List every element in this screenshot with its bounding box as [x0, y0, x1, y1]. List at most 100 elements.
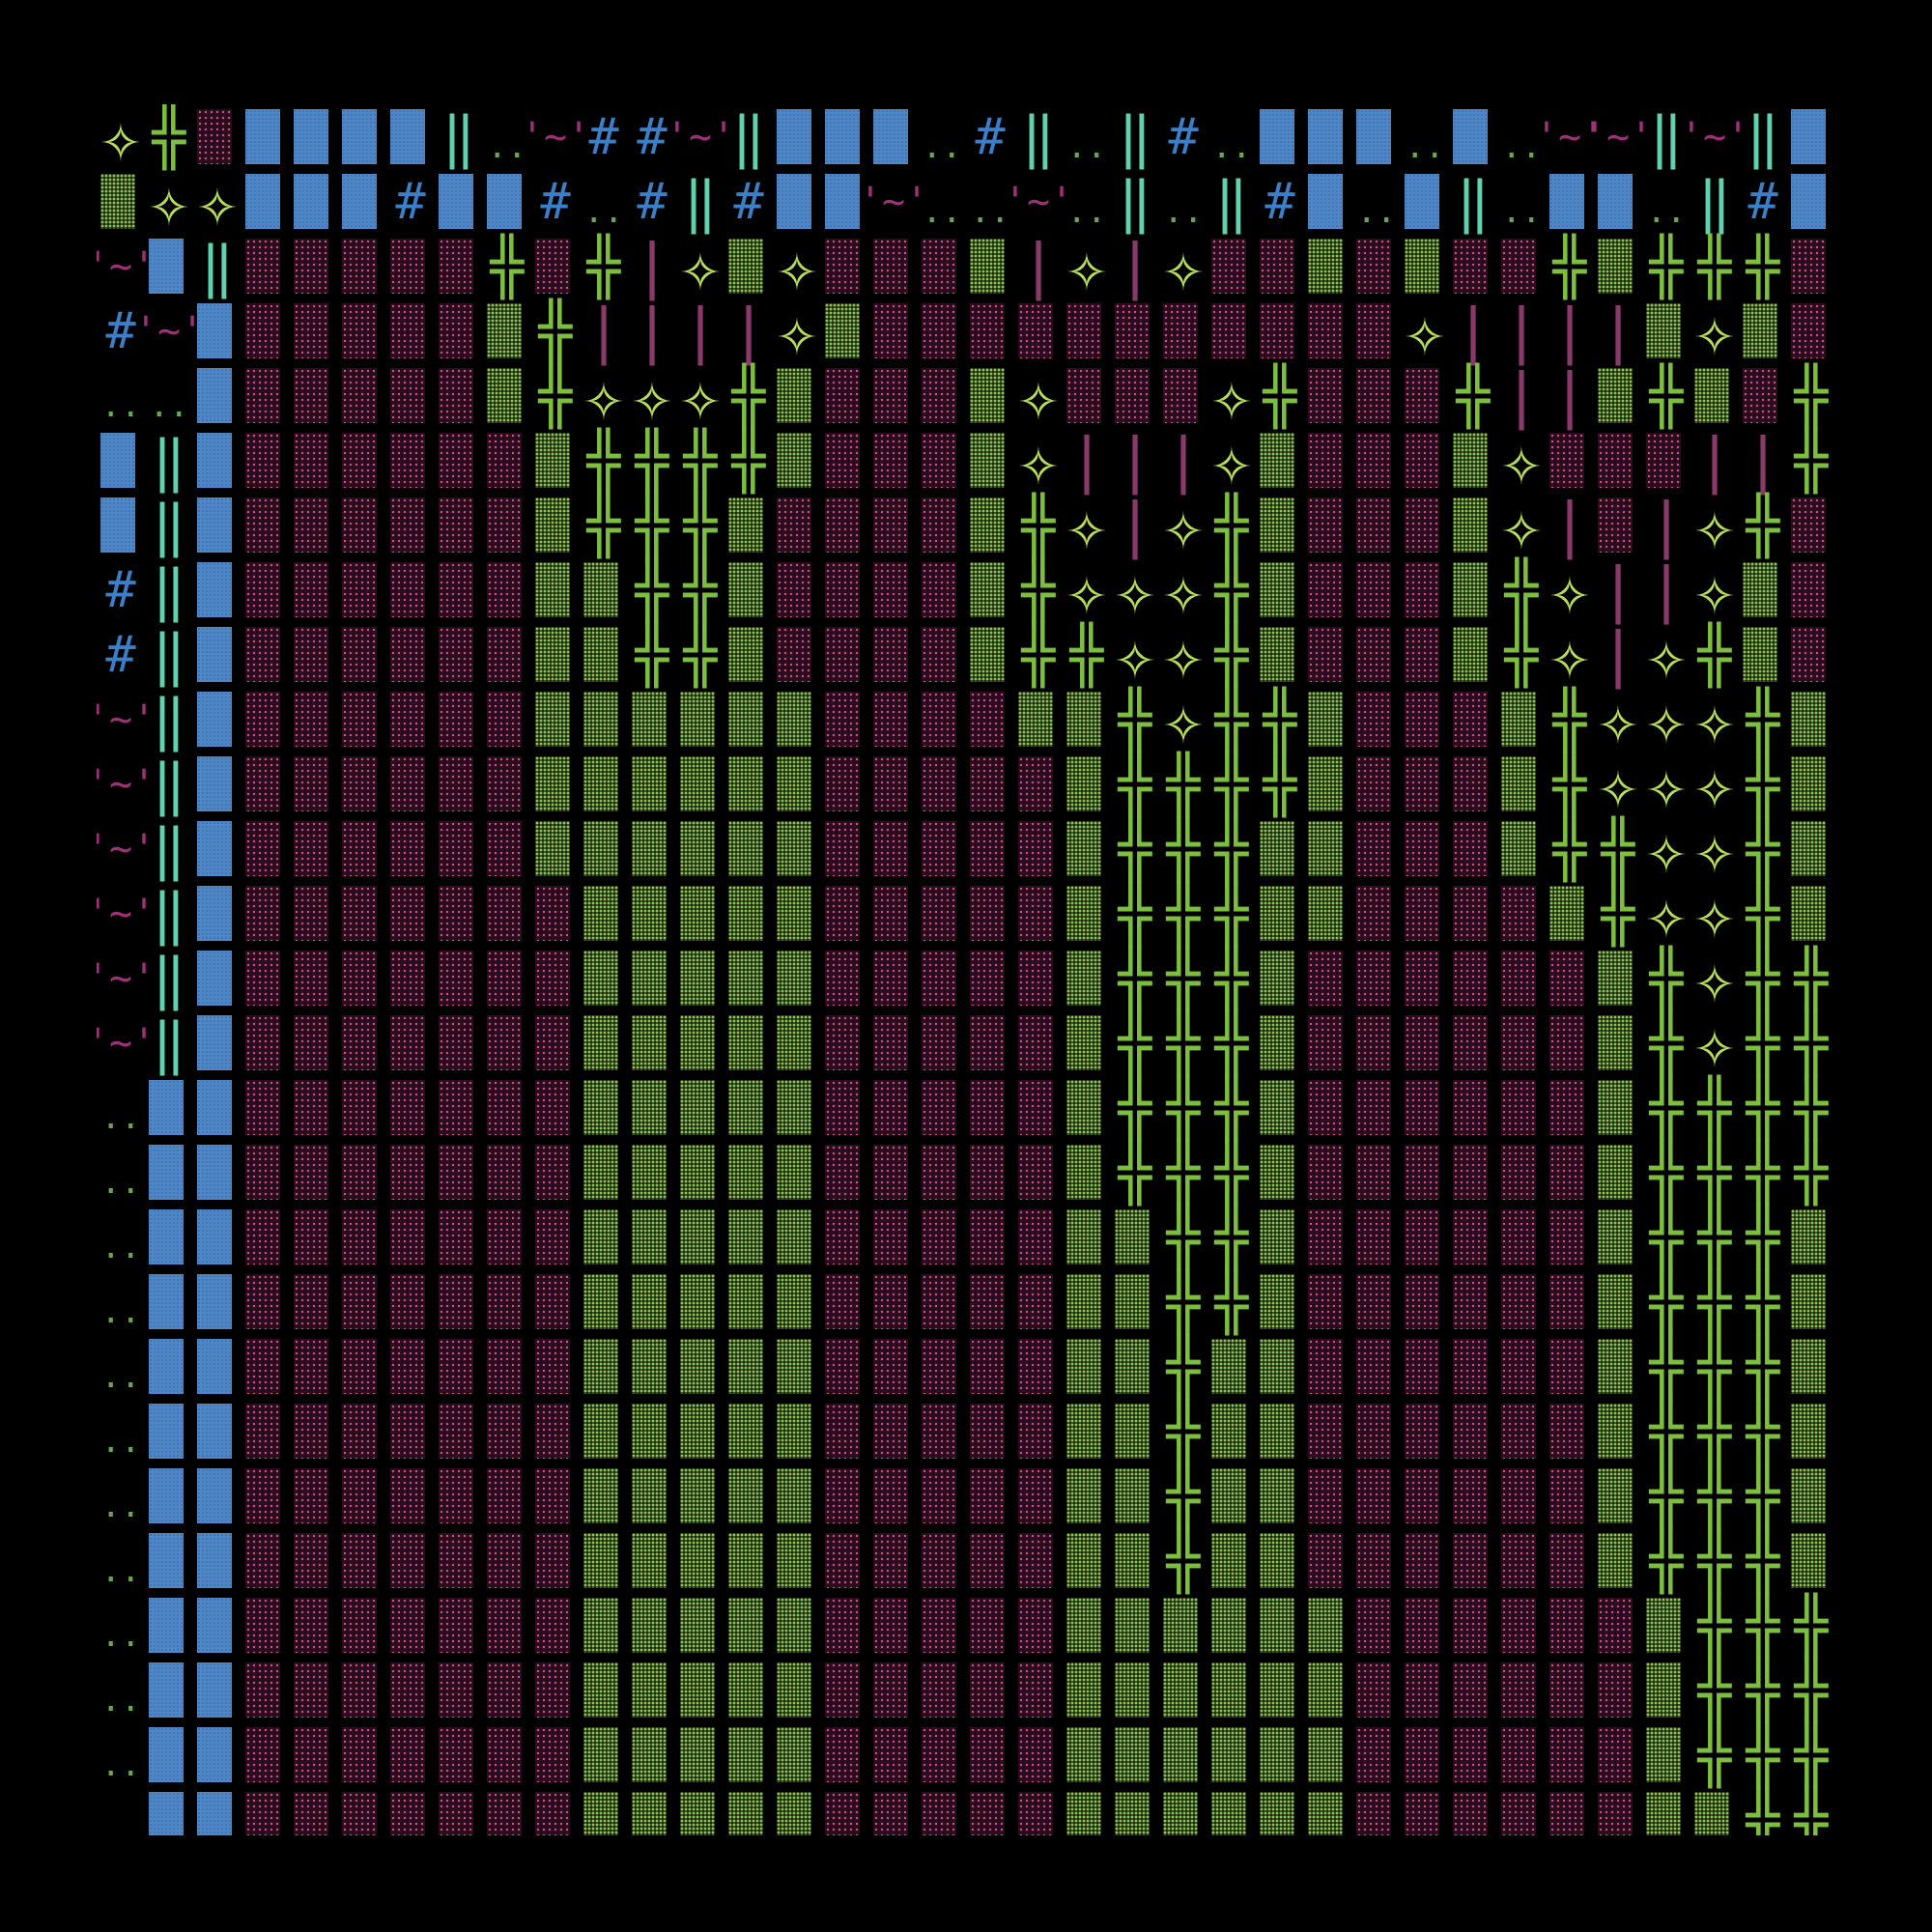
pink-dot-block — [869, 687, 918, 752]
green-dot-block — [1111, 1593, 1159, 1658]
pink-dot-block — [773, 557, 821, 622]
green-dot-block-fill — [825, 303, 860, 358]
pink-dot-block — [242, 1075, 290, 1140]
green-dot-block-fill — [1791, 1468, 1826, 1523]
dots-glyph-char: .. — [922, 192, 962, 231]
pink-dot-block-fill — [245, 1209, 280, 1264]
pink-dot-block-fill — [970, 1792, 1005, 1835]
green-dot-block — [1594, 1010, 1642, 1075]
pink-dot-block — [242, 1463, 290, 1528]
pink-dot-block-fill — [390, 756, 425, 811]
pink-dot-block — [386, 363, 435, 428]
green-dot-block-fill — [632, 951, 667, 1006]
pink-dot-block-fill — [873, 1792, 908, 1835]
pink-dot-block — [338, 557, 386, 622]
pink-dot-block-fill — [1308, 1145, 1343, 1200]
bar-glyph: | — [1594, 622, 1642, 687]
pink-dot-block — [1063, 363, 1111, 428]
pink-dot-block — [483, 1399, 531, 1463]
pink-dot-block-fill — [487, 886, 522, 941]
pink-dot-block — [1787, 493, 1835, 557]
pink-dot-block — [435, 622, 483, 687]
pink-dot-block — [1014, 1593, 1063, 1658]
green-dot-block-fill — [535, 562, 570, 617]
pink-dot-block — [869, 1787, 918, 1835]
green-dot-block — [628, 1593, 676, 1658]
cross-glyph-char: ╬ — [586, 492, 621, 558]
pink-dot-block — [1304, 1463, 1352, 1528]
blue-block — [145, 1787, 193, 1835]
pink-dot-block-fill — [1356, 627, 1391, 682]
pink-dot-block-fill — [342, 1080, 377, 1135]
green-dot-block — [1208, 1787, 1256, 1835]
green-dot-block-fill — [1211, 1533, 1246, 1588]
green-dot-block-fill — [680, 821, 715, 876]
pink-dot-block — [1352, 1463, 1401, 1528]
pink-dot-block-fill — [294, 1339, 328, 1394]
green-dot-block — [773, 881, 821, 946]
pink-dot-block — [869, 493, 918, 557]
pink-dot-block — [1159, 363, 1208, 428]
green-dot-block — [628, 1140, 676, 1205]
dots-glyph: .. — [97, 1075, 145, 1140]
pink-dot-block-fill — [1018, 1404, 1053, 1459]
pink-dot-block-fill — [535, 886, 570, 941]
tilde-glyph: '~' — [97, 234, 156, 298]
dots-glyph-char: .. — [1211, 128, 1252, 166]
pink-dot-block — [386, 298, 435, 363]
pink-dot-block-fill — [1018, 821, 1053, 876]
pink-dot-block-fill — [487, 951, 522, 1006]
pink-dot-block — [483, 1787, 531, 1835]
pink-dot-block — [531, 1658, 580, 1722]
green-dot-block — [1304, 687, 1352, 752]
pink-dot-block — [1497, 1269, 1546, 1334]
pink-dot-block — [966, 1722, 1014, 1787]
pink-dot-block — [242, 1269, 290, 1334]
pink-dot-block-fill — [342, 756, 377, 811]
pink-dot-block-fill — [1549, 1727, 1584, 1782]
green-dot-block — [724, 1593, 773, 1658]
green-dot-block — [1449, 622, 1497, 687]
green-dot-block-fill — [1598, 239, 1633, 294]
pink-dot-block — [1014, 816, 1063, 881]
pink-dot-block-fill — [439, 1598, 473, 1653]
double-bar-glyph: ‖ — [1642, 104, 1690, 169]
pink-dot-block-fill — [390, 1339, 425, 1394]
pink-dot-block-fill — [245, 1468, 280, 1523]
pink-dot-block — [1546, 428, 1594, 493]
pink-dot-block — [435, 1075, 483, 1140]
star-icon: ✧ — [1546, 621, 1594, 689]
pink-dot-block — [1401, 493, 1449, 557]
pink-dot-block-fill — [1501, 1339, 1536, 1394]
star-icon-char: ✧ — [1597, 679, 1639, 759]
pink-dot-block-fill — [1405, 886, 1439, 941]
pink-dot-block-fill — [1356, 1015, 1391, 1070]
pink-dot-block-fill — [390, 1080, 425, 1135]
green-dot-block-fill — [680, 1145, 715, 1200]
pink-dot-block-fill — [245, 951, 280, 1006]
green-dot-block — [1787, 752, 1835, 816]
star-icon: ✧ — [1642, 815, 1690, 883]
double-bar-glyph: ‖ — [145, 493, 193, 557]
green-dot-block-fill — [1066, 886, 1101, 941]
green-dot-block — [966, 622, 1014, 687]
star-icon-char: ✧ — [1065, 226, 1108, 306]
pink-dot-block — [869, 234, 918, 298]
pink-dot-block-fill — [970, 1209, 1005, 1264]
bar-glyph-char: | — [1503, 359, 1540, 431]
green-dot-block — [676, 1334, 724, 1399]
pink-dot-block-fill — [1308, 433, 1343, 488]
pink-dot-block-fill — [1018, 1145, 1053, 1200]
blue-block — [145, 1722, 193, 1787]
pink-dot-block — [483, 1334, 531, 1399]
pink-dot-block-fill — [1356, 756, 1391, 811]
green-dot-block-fill — [728, 562, 763, 617]
pink-dot-block-fill — [873, 562, 908, 617]
green-dot-block-fill — [728, 627, 763, 682]
green-dot-block — [1304, 1722, 1352, 1787]
green-dot-block — [531, 816, 580, 881]
cross-glyph: ╬ — [1739, 687, 1787, 752]
blue-block — [1401, 169, 1449, 234]
pink-dot-block — [869, 428, 918, 493]
hash-glyph-char: # — [1264, 172, 1295, 231]
